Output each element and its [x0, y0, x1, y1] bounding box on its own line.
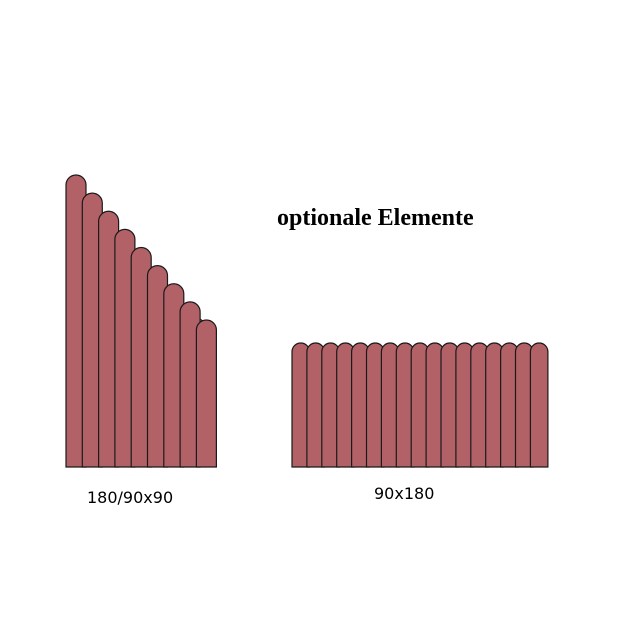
- fence-board: [529, 342, 549, 468]
- fence-board: [65, 174, 87, 468]
- fence-board: [114, 228, 136, 468]
- fence-element-sloped: [65, 174, 217, 468]
- fence-board: [163, 283, 185, 468]
- fence-board: [146, 265, 169, 468]
- fence-element-straight: [291, 342, 549, 468]
- caption-sloped-element: 180/90x90: [87, 488, 174, 507]
- fence-board: [179, 301, 201, 468]
- optional-elements-heading: optionale Elemente: [277, 205, 474, 231]
- fence-board: [195, 319, 217, 468]
- fence-board: [130, 246, 152, 468]
- fence-board: [81, 192, 103, 468]
- caption-straight-element: 90x180: [374, 484, 435, 503]
- fence-board: [98, 210, 120, 468]
